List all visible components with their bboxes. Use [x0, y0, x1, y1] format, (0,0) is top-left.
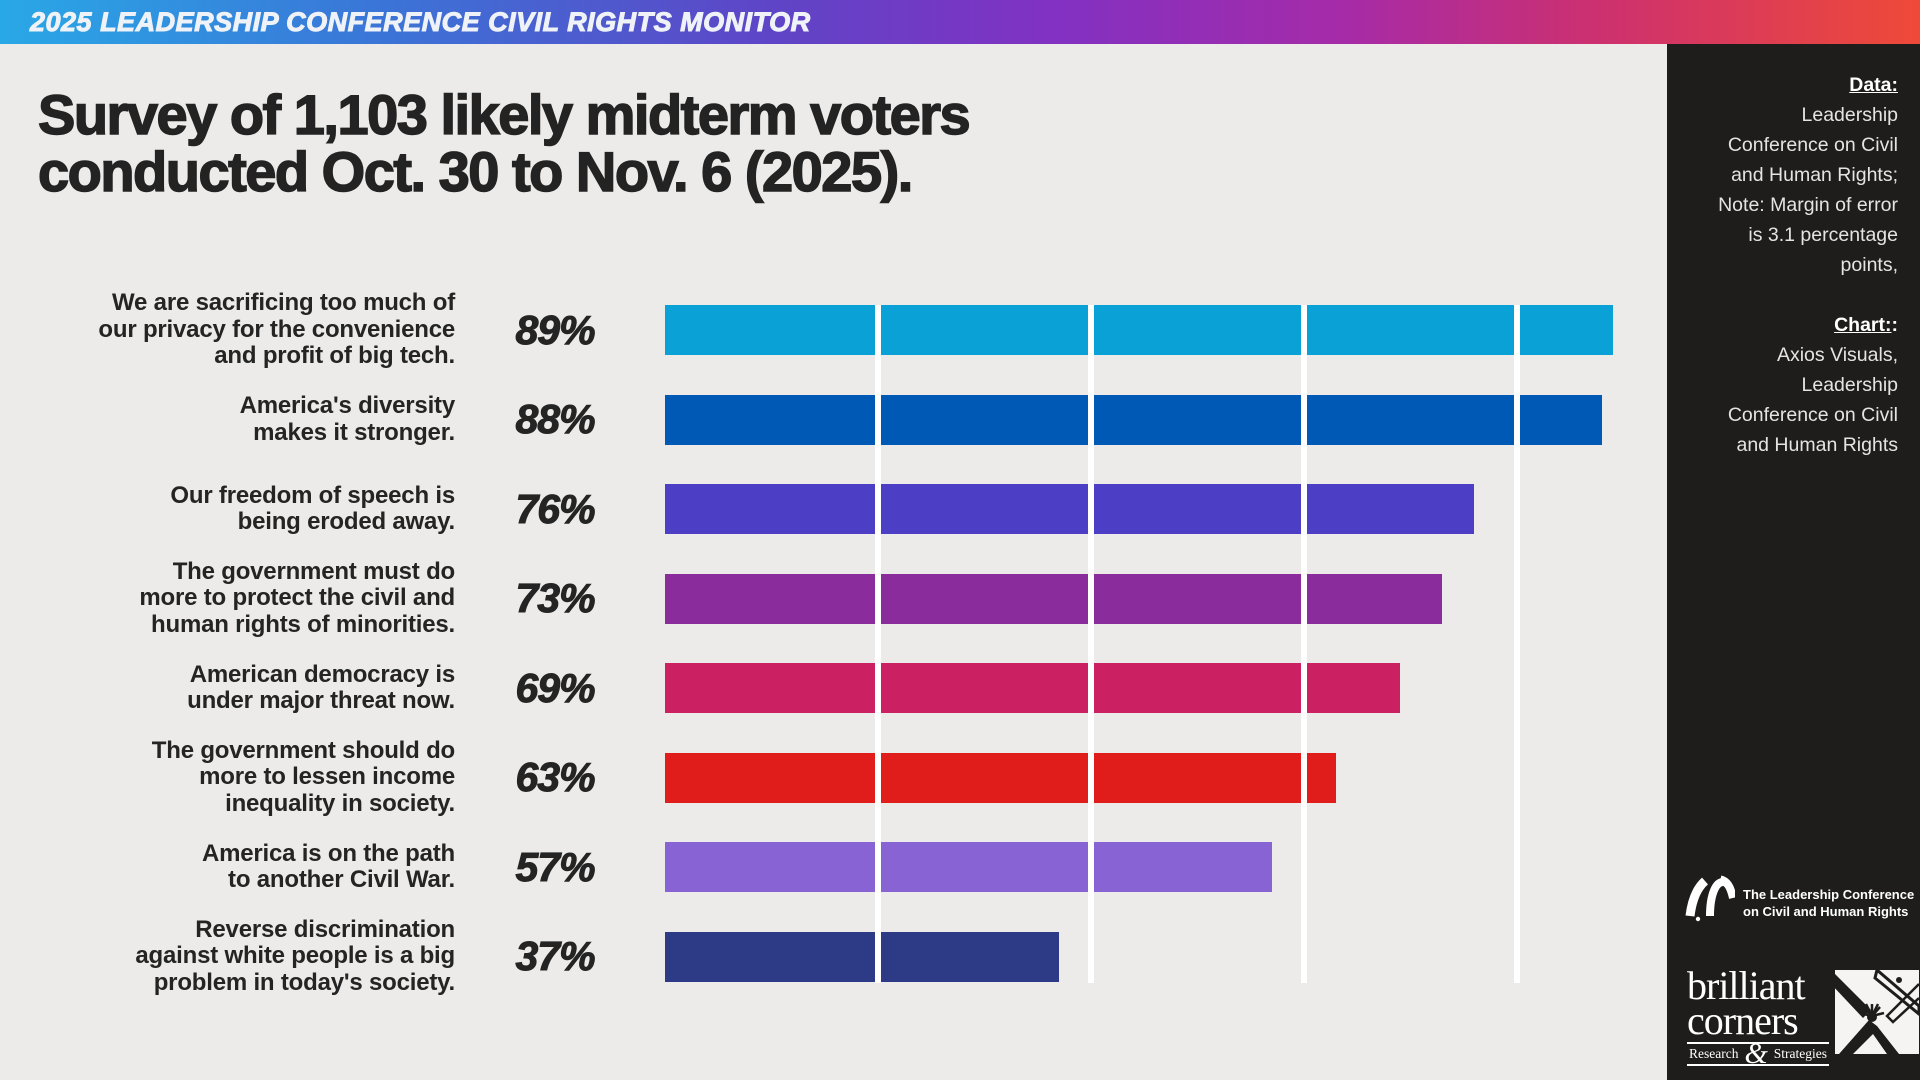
bar [665, 663, 1400, 713]
bar-track [665, 752, 1667, 803]
percent-value: 89% [515, 306, 596, 353]
percent-value: 73% [515, 575, 596, 622]
bar [665, 931, 1060, 982]
chart-row: America's diversity makes it stronger. 88… [0, 392, 1667, 446]
chart-credit-text: Axios Visuals, Leadership Conference on … [1727, 344, 1898, 457]
research-strategies-row: Research & Strategies [1687, 1037, 1829, 1071]
bar-track [665, 842, 1667, 892]
bar [665, 842, 1273, 892]
percent-value: 88% [515, 396, 596, 443]
sidebar: Data: Leadership Conference on Civil and… [1667, 44, 1920, 1080]
strategies-label: Strategies [1773, 1046, 1827, 1062]
chart-row: We are sacrificing too much of our priva… [0, 290, 1667, 369]
chart-row: The government should do more to lessen … [0, 737, 1667, 816]
main-area: Survey of 1,103 likely midterm voters co… [0, 44, 1667, 1080]
chart-row: American democracy is under major threat… [0, 660, 1667, 714]
top-banner: 2025 LEADERSHIP CONFERENCE CIVIL RIGHTS … [0, 0, 1920, 44]
statement-label: We are sacrificing too much of our priva… [98, 289, 455, 370]
percent-value: 69% [515, 664, 596, 711]
percent-value: 63% [515, 754, 596, 801]
brilliant-corners-logo: brilliant corners Research & Strategies [1687, 963, 1920, 1071]
statement-label: The government must do more to protect t… [139, 557, 455, 638]
bar-chart: We are sacrificing too much of our priva… [0, 290, 1667, 995]
percent-value: 57% [515, 843, 596, 890]
chart-row: The government must do more to protect t… [0, 558, 1667, 637]
bar-track [665, 931, 1667, 982]
bar-track [665, 484, 1667, 534]
statement-label: America's diversity makes it stronger. [239, 392, 456, 446]
bar-track [665, 305, 1667, 355]
research-label: Research [1689, 1046, 1739, 1062]
data-source-text: Leadership Conference on Civil and Human… [1718, 104, 1898, 277]
chart-row: Reverse discrimination against white peo… [0, 916, 1667, 995]
bar [665, 394, 1603, 445]
statement-label: America is on the path to another Civil … [202, 839, 455, 893]
bar [665, 305, 1613, 355]
page-title: Survey of 1,103 likely midterm voters co… [37, 83, 971, 204]
chart-row: America is on the path to another Civil … [0, 839, 1667, 893]
bridge-arcs-icon [1683, 874, 1737, 927]
data-source-heading: Data: [1849, 74, 1898, 96]
bar [665, 484, 1475, 534]
bar [665, 752, 1336, 803]
percent-value: 37% [515, 933, 596, 980]
corners-word: corners [1687, 998, 1799, 1044]
bar-track [665, 573, 1667, 624]
banner-title: 2025 LEADERSHIP CONFERENCE CIVIL RIGHTS … [30, 6, 811, 37]
leadership-conference-logo-text: The Leadership Conference on Civil and H… [1743, 887, 1915, 919]
chart-credit-heading: Chart:: [1834, 314, 1898, 337]
source-notes: Data: Leadership Conference on Civil and… [1686, 70, 1898, 460]
statement-label: The government should do more to lessen … [151, 736, 455, 817]
brilliant-corners-wordmark: brilliant corners Research & Strategies [1687, 963, 1829, 1071]
percent-value: 76% [515, 485, 596, 532]
chart-row: Our freedom of speech is being eroded aw… [0, 481, 1667, 535]
brilliant-word: brilliant [1687, 963, 1806, 1008]
bar [665, 573, 1443, 624]
bar-track [665, 663, 1667, 713]
bar-track [665, 394, 1667, 445]
statement-label: Our freedom of speech is being eroded aw… [170, 481, 455, 535]
statement-label: Reverse discrimination against white peo… [135, 915, 455, 996]
leadership-conference-logo: The Leadership Conference on Civil and H… [1683, 874, 1914, 927]
ampersand: & [1744, 1037, 1768, 1071]
brilliant-corners-mark-icon [1831, 967, 1920, 1059]
statement-label: American democracy is under major threat… [187, 660, 455, 714]
